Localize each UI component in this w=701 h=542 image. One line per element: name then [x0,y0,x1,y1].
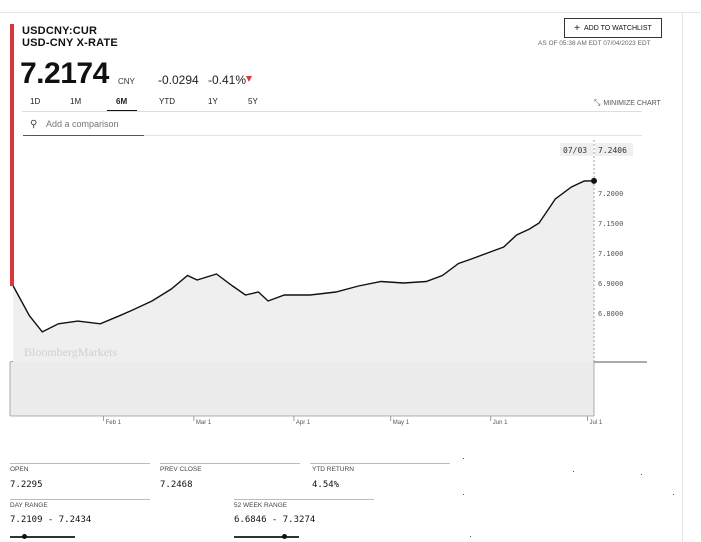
minimize-chart-button[interactable]: ⤡ MINIMIZE CHART [594,98,661,108]
y-tick-label: 6.9000 [598,280,623,288]
open-value: 7.2295 [10,480,43,490]
tab-5y[interactable]: 5Y [248,97,258,106]
navigator-area [10,362,594,416]
separator-dot [673,494,674,495]
week52-range-label: 52 WEEK RANGE [234,502,288,509]
comparison-search: ⚲ [26,117,148,134]
watchlist-button-label: ADD TO WATCHLIST [584,24,652,32]
separator-dot [470,536,471,537]
collapse-arrows-icon: ⤡ [594,98,601,107]
last-point-marker [591,177,597,184]
price-change-percent: -0.41% [208,73,247,87]
ytd-return-value: 4.54% [312,480,340,490]
week52-range-track [234,536,299,538]
separator-dot [463,458,464,459]
accent-bar [10,24,14,286]
search-icon: ⚲ [30,119,38,130]
week52-range-rule [234,499,374,500]
search-underline [23,135,144,136]
ticker-symbol: USDCNY:CUR [22,25,98,37]
week52-range-value: 6.6846 - 7.3274 [234,515,316,525]
ytd-return-rule [310,463,450,464]
tab-1m[interactable]: 1M [70,97,82,106]
price-chart[interactable]: BloombergMarkets 07/03 7.2406 7.2000 7.15… [0,0,701,430]
top-divider [0,12,701,13]
add-to-watchlist-button[interactable]: + ADD TO WATCHLIST [564,18,662,38]
prev-close-value: 7.2468 [160,480,193,490]
day-range-label: DAY RANGE [10,502,48,509]
instrument-name: USD-CNY X-RATE [22,37,118,49]
x-tick-label: Feb 1 [106,420,122,426]
day-range-marker [21,534,27,539]
week52-range-marker [282,534,288,539]
tab-1d[interactable]: 1D [30,97,41,106]
price-change: -0.0294 [158,73,199,87]
as-of-timestamp: AS OF 05:38 AM EDT 07/04/2023 EDT [538,40,651,47]
minimize-chart-label: MINIMIZE CHART [603,100,661,107]
cursor-date-box [560,143,593,156]
tab-1y[interactable]: 1Y [208,97,218,106]
y-axis-ticks: 7.2000 7.1500 7.1000 6.9000 6.8000 [598,190,623,318]
search-divider [144,135,642,136]
separator-dot [641,474,642,475]
price-line [12,180,595,333]
currency-label: CNY [118,77,135,86]
prev-close-rule [160,463,300,464]
tab-6m[interactable]: 6M [116,97,128,106]
separator-dot [573,471,574,472]
x-tick-label: Mar 1 [196,420,212,426]
cursor-date: 07/03 [563,146,587,155]
y-tick-label: 7.1500 [598,220,623,228]
x-tick-label: Jun 1 [493,420,508,426]
cursor-value-box [595,143,633,156]
down-arrow-icon [246,76,252,82]
cursor-value: 7.2406 [598,146,627,155]
last-price: 7.2174 [20,57,109,90]
day-range-track [10,536,75,538]
y-tick-label: 7.1000 [598,250,623,258]
comparison-search-input[interactable] [44,118,148,130]
separator-dot [463,494,464,495]
prev-close-label: PREV CLOSE [160,466,202,473]
tabs-divider [22,111,642,112]
price-area [13,180,594,362]
y-tick-label: 6.8000 [598,310,623,318]
x-tick-label: Apr 1 [296,420,311,426]
tab-ytd[interactable]: YTD [159,97,175,106]
right-divider [682,12,683,542]
open-label: OPEN [10,466,29,473]
day-range-value: 7.2109 - 7.2434 [10,515,92,525]
ytd-return-label: YTD RETURN [312,466,354,473]
x-tick-label: Jul 1 [590,420,603,426]
x-axis-ticks: Feb 1 Mar 1 Apr 1 May 1 Jun 1 Jul 1 [103,416,603,426]
watermark: BloombergMarkets [24,345,117,359]
y-tick-label: 7.2000 [598,190,623,198]
x-tick-label: May 1 [393,420,410,426]
day-range-rule [10,499,150,500]
plus-icon: + [574,22,581,34]
open-rule [10,463,150,464]
